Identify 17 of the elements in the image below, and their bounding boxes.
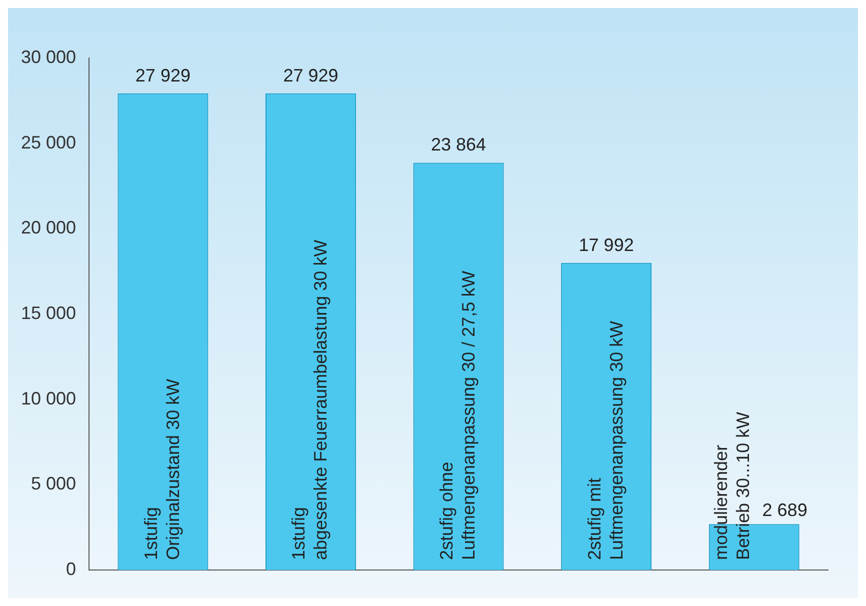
x-tick-label: 2stufig ohne Luftmengenanpassung 30 / 27,5 kW (436, 270, 478, 560)
data-label: 27 929 (283, 65, 338, 86)
x-tick-label: 1stufig Originalzustand 30 kW (140, 378, 183, 560)
y-tick-label: 20 000 (20, 218, 76, 238)
x-tick-label: 2stufig mit Luftmengenanpassung 30 kW (584, 320, 626, 560)
y-tick-label: 10 000 (20, 388, 76, 408)
data-label: 2 689 (762, 500, 808, 520)
y-tick-label: 30 000 (20, 46, 76, 67)
x-tick-label: modulierender Betrieb 30...10 kW (710, 412, 753, 560)
y-tick-label: 25 000 (20, 132, 76, 152)
y-tick-label: 15 000 (20, 302, 76, 323)
data-label: 23 864 (430, 134, 486, 155)
y-tick-label: 5 000 (31, 474, 76, 494)
data-label: 17 992 (578, 234, 634, 255)
x-tick-label: 1stufig abgesenkte Feuerraumbelastung 30 kW (288, 240, 331, 560)
y-tick-label: 0 (66, 558, 76, 579)
data-label: 27 929 (135, 65, 190, 86)
